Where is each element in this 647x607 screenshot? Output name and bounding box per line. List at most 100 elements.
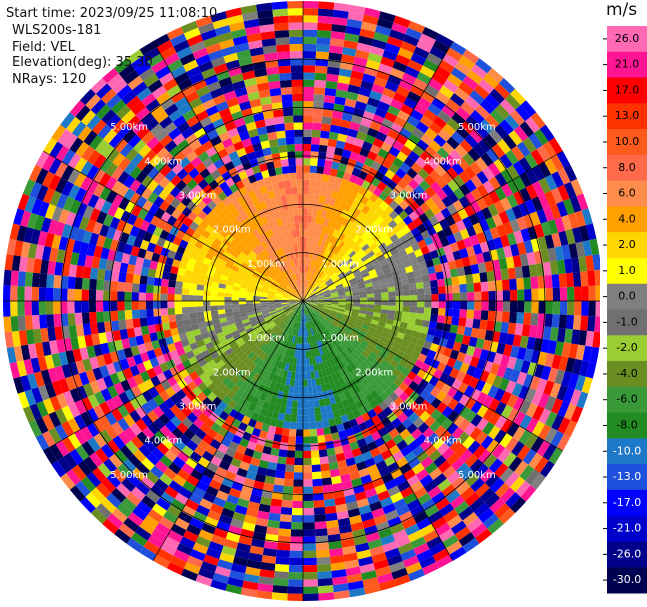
ppi-gate <box>416 254 426 264</box>
ppi-gate <box>367 538 383 550</box>
ppi-gate <box>267 519 280 529</box>
ppi-gate <box>473 502 490 518</box>
ppi-gate <box>331 372 338 382</box>
ppi-gate <box>125 318 134 329</box>
ppi-gate <box>327 219 334 228</box>
ppi-gate <box>401 352 412 362</box>
ppi-gate <box>127 134 142 149</box>
ppi-gate <box>297 400 303 409</box>
ppi-gate <box>242 274 251 281</box>
ppi-gate <box>173 372 184 383</box>
ppi-gate <box>189 221 199 231</box>
ppi-gate <box>294 244 298 252</box>
ppi-gate <box>410 505 425 518</box>
ppi-gate <box>162 369 174 380</box>
ppi-gate <box>391 567 408 580</box>
ppi-gate <box>589 346 600 364</box>
ppi-gate <box>308 335 312 344</box>
ppi-gate <box>243 18 260 29</box>
ppi-gate <box>484 330 494 342</box>
ppi-gate <box>278 368 285 377</box>
ppi-gate <box>361 140 373 151</box>
ppi-gate <box>256 590 273 600</box>
ppi-gate <box>127 511 144 527</box>
ppi-gate <box>500 404 514 419</box>
ppi-gate <box>245 359 254 368</box>
ppi-gate <box>263 176 272 186</box>
ppi-gate <box>110 310 119 322</box>
ppi-gate <box>324 257 331 266</box>
ppi-gate <box>270 498 283 508</box>
ppi-gate <box>281 298 289 301</box>
ppi-gate <box>406 271 415 279</box>
ppi-gate <box>194 462 207 475</box>
ppi-gate <box>260 31 276 40</box>
ppi-gate <box>138 283 147 293</box>
ppi-gate <box>112 435 126 450</box>
ppi-gate <box>328 396 337 405</box>
ppi-gate <box>558 273 567 288</box>
ppi-gate <box>272 219 279 228</box>
ppi-gate <box>277 329 284 337</box>
ppi-gate <box>341 235 350 244</box>
ppi-gate <box>287 311 294 317</box>
ppi-gate <box>42 154 56 172</box>
ppi-gate <box>256 358 265 367</box>
ppi-gate <box>414 195 426 207</box>
ppi-gate <box>96 234 106 248</box>
ppi-gate <box>290 274 295 282</box>
ppi-gate <box>443 364 454 376</box>
ppi-gate <box>196 199 208 211</box>
ppi-gate <box>410 53 427 66</box>
ppi-gate <box>135 418 148 432</box>
ppi-gate <box>349 402 359 412</box>
ppi-gate <box>435 91 450 105</box>
ppi-gate <box>449 439 463 453</box>
ppi-gate <box>536 208 548 224</box>
ppi-gate <box>49 247 59 262</box>
ppi-gate <box>538 177 551 194</box>
ppi-gate <box>246 32 262 43</box>
ppi-gate <box>329 212 337 221</box>
ppi-gate <box>407 59 423 72</box>
ppi-gate <box>563 420 578 438</box>
ppi-gate <box>159 473 173 486</box>
ppi-gate <box>551 414 565 431</box>
ppi-gate <box>523 213 534 229</box>
ppi-gate <box>435 390 447 402</box>
ppi-gate <box>360 327 369 334</box>
ppi-gate <box>110 290 118 301</box>
ppi-gate <box>60 275 69 289</box>
ppi-gate <box>434 264 443 273</box>
ppi-gate <box>350 351 359 360</box>
ppi-gate <box>95 503 112 519</box>
ppi-gate <box>227 371 237 381</box>
ppi-gate <box>531 420 545 437</box>
ppi-gate <box>310 283 316 290</box>
ppi-gate <box>303 265 305 273</box>
ppi-gate <box>349 263 357 270</box>
ppi-gate <box>301 301 303 308</box>
ppi-gate <box>177 267 186 276</box>
ppi-gate <box>147 509 163 523</box>
ppi-gate <box>452 390 464 403</box>
ppi-gate <box>282 293 290 297</box>
ppi-gate <box>125 273 134 284</box>
ppi-gate <box>526 336 536 351</box>
ppi-gate <box>306 289 312 296</box>
ppi-gate <box>369 221 379 231</box>
ppi-gate <box>194 260 203 268</box>
ppi-gate <box>143 47 161 62</box>
ppi-gate <box>154 159 167 172</box>
ppi-gate <box>285 216 291 225</box>
ppi-gate <box>224 470 237 482</box>
ppi-gate <box>362 258 372 266</box>
ppi-gate <box>402 555 420 568</box>
ppi-gate <box>417 168 430 180</box>
ppi-gate <box>86 422 100 438</box>
ppi-gate <box>195 535 211 548</box>
ppi-gate <box>259 23 275 33</box>
ppi-gate <box>325 317 332 324</box>
ppi-gate <box>431 301 439 309</box>
ppi-gate <box>260 260 268 268</box>
